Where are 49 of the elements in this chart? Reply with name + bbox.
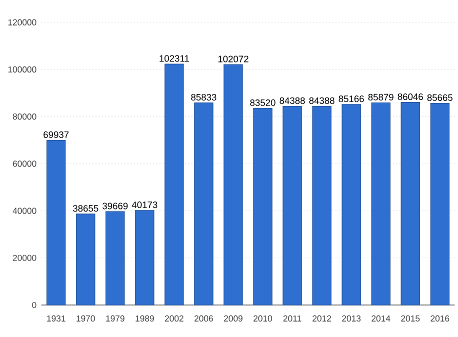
data-label: 102072 (218, 56, 248, 62)
bar (430, 102, 450, 306)
x-tick-label: 1970 (76, 315, 95, 322)
y-tick-label: 120000 (8, 19, 36, 26)
bar (253, 108, 272, 306)
bar (312, 106, 332, 306)
x-tick-label: 1931 (47, 315, 66, 322)
data-label: 86046 (398, 93, 423, 100)
bar (106, 211, 125, 306)
data-label: 84388 (280, 97, 305, 104)
data-label: 39669 (102, 202, 128, 210)
x-tick-label: 2009 (224, 315, 242, 322)
x-tick-label: 2016 (430, 315, 450, 322)
data-label: 83520 (250, 99, 276, 106)
bar (342, 104, 361, 306)
bar (76, 214, 96, 306)
y-tick-label: 100000 (8, 66, 36, 73)
x-tick-label: 2012 (312, 315, 331, 322)
bar (135, 210, 154, 306)
y-tick-label: 40000 (12, 208, 36, 214)
data-label: 85166 (338, 96, 364, 102)
x-tick-label: 2011 (283, 315, 302, 322)
data-label: 40173 (132, 202, 158, 208)
data-label: 38655 (73, 205, 98, 212)
x-tick-label: 2010 (254, 315, 272, 322)
x-tick-label: 2015 (401, 315, 420, 322)
data-label: 85879 (368, 94, 394, 100)
data-label: 84388 (309, 97, 334, 104)
bar (224, 64, 243, 306)
x-tick-label: 2002 (164, 315, 184, 322)
y-tick-label: 80000 (12, 113, 36, 120)
data-label: 85833 (191, 94, 216, 101)
bar (371, 102, 390, 306)
x-tick-label: 2013 (342, 315, 361, 322)
y-tick-label: 20000 (12, 254, 36, 261)
x-tick-label: 2014 (372, 315, 390, 322)
y-tick-label: 0 (32, 302, 36, 308)
data-label: 102311 (160, 55, 189, 62)
y-tick-label: 60000 (12, 160, 36, 167)
x-tick-label: 1979 (106, 315, 124, 322)
x-tick-label: 2006 (194, 315, 213, 322)
bar (164, 64, 184, 306)
bar (282, 106, 302, 306)
data-label: 69937 (44, 131, 69, 138)
bar (194, 102, 214, 306)
bar (46, 140, 66, 306)
data-label: 85665 (427, 94, 452, 101)
bar (400, 102, 420, 306)
x-tick-label: 1989 (136, 315, 154, 322)
